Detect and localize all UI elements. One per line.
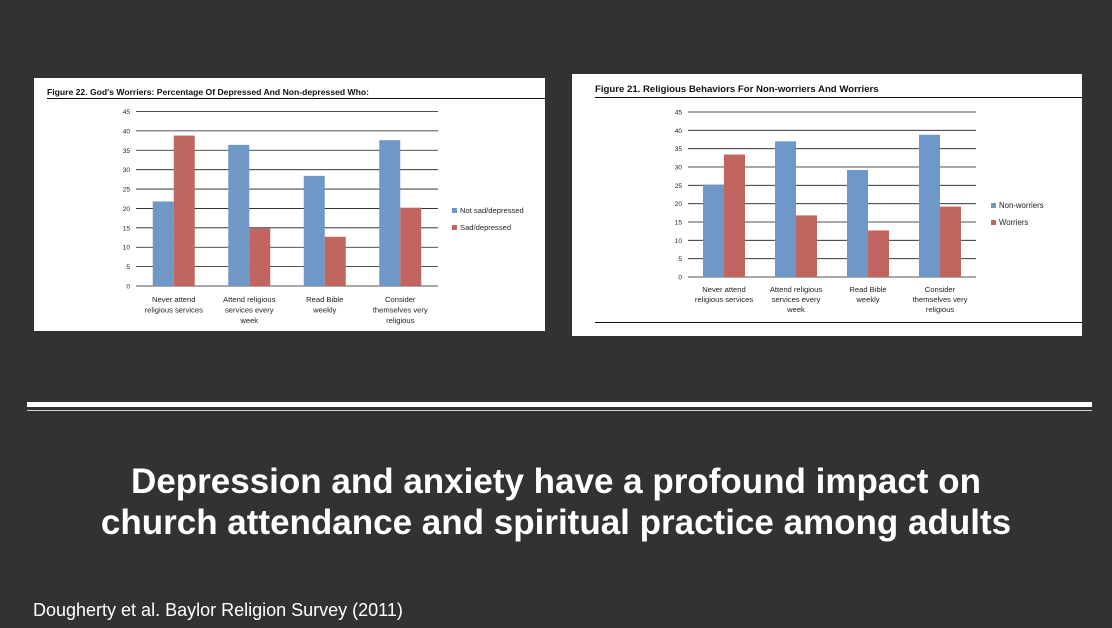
headline-line-2: church attendance and spiritual practice… [100,503,1012,542]
chart-title: Figure 22. God's Worriers: Percentage Of… [47,87,369,97]
bar [152,201,174,286]
y-tick-label: 40 [123,128,131,135]
bottom-rule [595,322,1082,323]
figure-22-chart: 0 5 10 15 20 25 30 35 40 45 Never attend religious … [123,109,524,325]
headline: Depression and anxiety have a profound i… [0,461,1112,543]
category-label: religious services [695,295,753,304]
category-label: week [239,316,258,325]
bar [324,236,346,286]
legend-swatch [991,203,996,208]
category-label: religious [926,305,954,314]
category-label: Never attend [702,285,745,294]
y-tick-label: 5 [126,264,130,271]
y-tick-label: 5 [678,256,682,263]
category-label: weekly [312,306,336,315]
section-divider-thin [27,410,1092,411]
y-tick-label: 0 [678,275,682,282]
bar [228,144,250,286]
y-tick-label: 20 [675,201,683,208]
category-label: weekly [855,295,879,304]
bar [303,175,325,286]
citation: Dougherty et al. Baylor Religion Survey … [33,600,403,620]
section-divider [27,402,1092,407]
y-tick-label: 45 [675,110,683,117]
category-label: religious services [145,306,203,315]
category-label: Consider [385,295,416,304]
y-tick-label: 35 [675,146,683,153]
y-tick-label: 10 [123,245,131,252]
y-tick-label: 25 [675,183,683,190]
chart-title: Figure 21. Religious Behaviors For Non-w… [595,84,879,95]
y-tick-label: 30 [123,167,131,174]
category-label: Read Bible [306,295,343,304]
y-tick-label: 15 [675,220,683,227]
figure-22-panel: Figure 22. God's Worriers: Percentage Of… [34,78,545,331]
y-tick-label: 0 [126,284,130,291]
legend-label: Sad/depressed [460,223,511,232]
y-tick-label: 15 [123,225,131,232]
legend-label: Worriers [999,218,1028,227]
legend-swatch [991,220,996,225]
y-tick-label: 10 [675,238,683,245]
legend-swatch [452,225,457,230]
y-tick-label: 40 [675,128,683,135]
category-label: themselves very [913,295,968,304]
y-tick-label: 30 [675,165,683,172]
y-tick-label: 35 [123,148,131,155]
bar [703,184,724,277]
bar [940,206,961,277]
category-label: Attend religious [223,295,276,304]
title-rule [595,97,1082,98]
y-tick-label: 45 [123,109,131,116]
bar [724,154,745,277]
category-label: Consider [925,285,956,294]
bar [847,169,868,277]
y-tick-label: 20 [123,206,131,213]
category-label: week [786,305,805,314]
category-label: Read Bible [849,285,886,294]
bar [249,228,271,286]
category-label: Attend religious [770,285,823,294]
figure-21-chart: 0 5 10 15 20 25 30 35 40 45 Never attendreligious … [675,110,1044,315]
bar [775,141,796,277]
category-label: Never attend [152,295,195,304]
bar [919,134,940,277]
category-label: religious [386,316,414,325]
category-label: services every [772,295,821,304]
y-tick-label: 25 [123,187,131,194]
figure-21-panel: Figure 21. Religious Behaviors For Non-w… [572,74,1082,336]
bar [400,207,422,286]
bar [173,135,195,286]
headline-line-1: Depression and anxiety have a profound i… [131,462,981,501]
legend-label: Not sad/depressed [460,206,524,215]
bar [379,140,401,286]
legend-swatch [452,208,457,213]
legend-label: Non-worriers [999,201,1044,210]
category-label: themselves very [373,306,428,315]
category-label: services every [225,306,274,315]
title-rule [47,98,545,99]
bar [868,230,889,277]
bar [796,215,817,277]
